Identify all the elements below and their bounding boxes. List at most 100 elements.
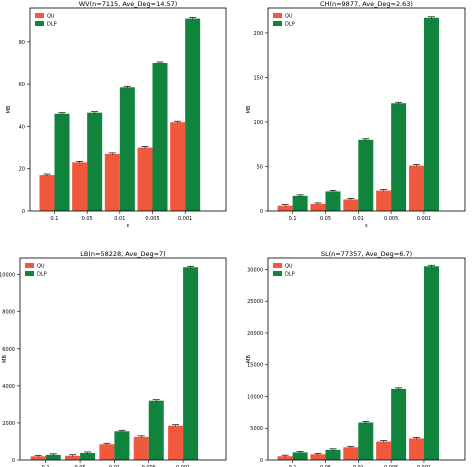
plot-frame: [29, 7, 227, 212]
legend-swatch-qu: [35, 13, 44, 18]
bar-dlp: [114, 431, 130, 460]
y-tick-label: 0: [260, 209, 263, 215]
chart-title: LB(n=58228, Ave_Deg=7): [80, 250, 165, 258]
bar-dlp: [119, 87, 135, 211]
legend-label-qu: QU: [285, 14, 293, 20]
x-tick-label: 0.001: [417, 465, 431, 467]
bar-dlp: [423, 266, 439, 460]
bar-qu: [168, 425, 184, 460]
bar-qu: [343, 199, 359, 211]
chart-title: CH(n=9877, Ave_Deg=2.63): [320, 0, 413, 8]
bar-qu: [277, 456, 293, 460]
bar-qu: [277, 205, 293, 211]
bar-dlp: [292, 452, 308, 460]
y-tick-label: 10000: [0, 273, 15, 279]
y-axis-label: MB: [246, 355, 252, 363]
bar-qu: [408, 438, 424, 460]
y-tick-label: 60: [19, 82, 25, 88]
legend: QU DLP: [35, 13, 57, 28]
chart-panel-1: WV(n=7115, Ave_Deg=14.57) 0 20 40 60 80 MB 0.1 0…: [6, 0, 227, 229]
x-tick-label: 0.001: [178, 216, 192, 222]
x-tick-label: 0.001: [417, 216, 431, 222]
legend-label-dlp: DLP: [285, 272, 295, 278]
bar-dlp: [148, 400, 164, 460]
y-tick-label: 30000: [247, 267, 263, 273]
bar-dlp: [325, 191, 341, 211]
x-tick-label: 0.1: [42, 465, 50, 467]
legend-label-dlp: DLP: [47, 22, 57, 28]
chart-title: SL(n=77357, Ave_Deg=6.7): [321, 250, 412, 258]
y-tick-label: 40: [19, 124, 25, 130]
bar-qu: [170, 122, 186, 211]
legend-label-qu: QU: [285, 264, 293, 270]
y-tick-label: 6000: [2, 347, 15, 353]
x-tick-label: 0.05: [82, 216, 93, 222]
chart-panel-4: SL(n=77357, Ave_Deg=6.7) 0 5000 10000 15000 2…: [246, 250, 466, 467]
legend-label-dlp: DLP: [37, 272, 47, 278]
bar-dlp: [183, 267, 199, 460]
bar-dlp: [45, 454, 61, 460]
y-tick-label: 0: [12, 458, 15, 464]
y-tick-label: 8000: [2, 310, 15, 316]
x-tick-label: 0.005: [145, 216, 159, 222]
legend-swatch-qu: [273, 263, 282, 268]
x-tick-label: 0.005: [384, 216, 398, 222]
legend-label-qu: QU: [37, 264, 45, 270]
y-tick-label: 2000: [2, 421, 15, 427]
chart-panel-3: LB(n=58228, Ave_Deg=7) 0 2000 4000 6000 8000 1…: [0, 250, 227, 467]
plot-frame: [267, 257, 466, 461]
y-tick-label: 0: [260, 458, 263, 464]
bar-dlp: [152, 62, 168, 211]
x-tick-label: 0.001: [176, 465, 190, 467]
bar-dlp: [292, 195, 308, 211]
legend-swatch-dlp: [35, 21, 44, 26]
plot-frame: [19, 257, 227, 461]
bar-qu: [376, 441, 392, 460]
x-tick-label: 0.1: [51, 216, 59, 222]
legend-label-dlp: DLP: [285, 22, 295, 28]
x-axis-label: ε: [365, 223, 368, 229]
x-axis-label: ε: [127, 223, 130, 229]
y-axis-label: MB: [246, 105, 252, 113]
legend-swatch-dlp: [273, 271, 282, 276]
legend-swatch-dlp: [273, 21, 282, 26]
plot-frame: [267, 7, 466, 212]
x-tick-label: 0.005: [142, 465, 156, 467]
bar-qu: [137, 147, 153, 211]
y-tick-label: 20000: [247, 331, 263, 337]
bar-qu: [99, 444, 115, 460]
bar-qu: [408, 165, 424, 211]
bar-qu: [65, 455, 81, 460]
legend: QU DLP: [273, 13, 295, 28]
legend-swatch-qu: [273, 13, 282, 18]
legend-label-qu: QU: [47, 14, 55, 20]
x-tick-label: 0.05: [320, 465, 331, 467]
bar-qu: [133, 436, 149, 460]
y-tick-label: 10000: [247, 394, 263, 400]
bar-dlp: [325, 449, 341, 460]
y-axis-label: MB: [6, 105, 12, 113]
y-tick-label: 80: [19, 40, 25, 46]
y-tick-label: 0: [22, 209, 25, 215]
x-tick-label: 0.05: [320, 216, 331, 222]
chart-panel-2: CH(n=9877, Ave_Deg=2.63) 0 50 100 150 200 MB 0.…: [246, 0, 466, 229]
y-tick-label: 50: [257, 164, 263, 170]
bar-qu: [310, 203, 326, 211]
bar-dlp: [80, 452, 96, 460]
x-tick-label: 0.005: [384, 465, 398, 467]
legend-swatch-dlp: [25, 271, 34, 276]
bar-qu: [376, 190, 392, 211]
bar-qu: [30, 456, 46, 460]
x-tick-label: 0.1: [289, 216, 297, 222]
x-tick-label: 0.01: [109, 465, 120, 467]
x-tick-label: 0.05: [75, 465, 86, 467]
legend: QU DLP: [273, 263, 295, 278]
bar-dlp: [423, 17, 439, 212]
y-tick-label: 5000: [250, 426, 263, 432]
bar-qu: [310, 454, 326, 460]
bar-qu: [104, 153, 120, 211]
bar-dlp: [358, 422, 374, 460]
bar-qu: [72, 162, 88, 211]
y-tick-label: 25000: [247, 299, 263, 305]
